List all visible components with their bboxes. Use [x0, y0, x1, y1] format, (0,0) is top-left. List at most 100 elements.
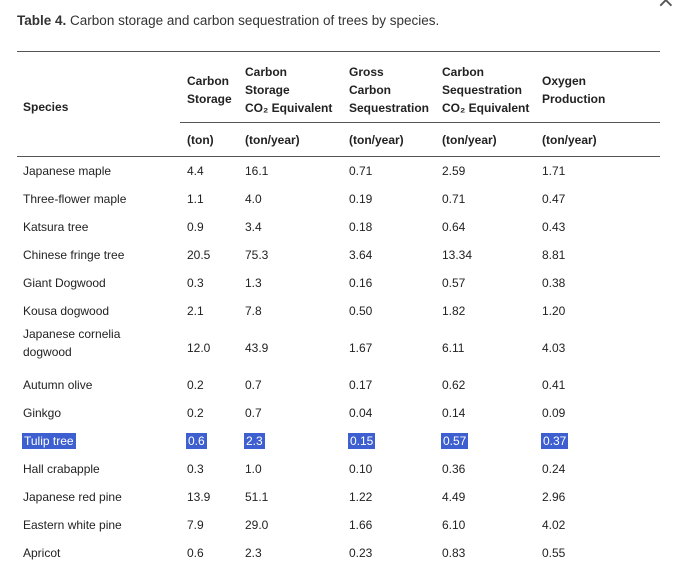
value-cell: 0.23 [349, 546, 373, 560]
value-cell: 0.2 [187, 378, 204, 392]
table-caption: Table 4. Carbon storage and carbon seque… [17, 13, 439, 28]
table-row: Japanese maple 4.4 16.1 0.71 2.59 1.71 [17, 157, 660, 185]
value-cell: 20.5 [187, 248, 211, 262]
value-cell: 4.49 [442, 490, 466, 504]
unit-carbon-storage-co2: (ton/year) [245, 133, 300, 147]
table-label: Table 4. [17, 13, 67, 28]
species-cell: Apricot [23, 546, 61, 560]
value-cell: 13.9 [187, 490, 211, 504]
value-cell: 0.7 [245, 406, 262, 420]
header-rule [180, 122, 660, 123]
value-cell: 0.3 [187, 462, 204, 476]
species-cell: Tulip tree [22, 433, 76, 449]
value-cell: 0.09 [542, 406, 566, 420]
value-cell: 0.50 [349, 304, 373, 318]
value-cell: 0.3 [187, 276, 204, 290]
species-cell: Japanese red pine [23, 490, 122, 504]
unit-gross-sequestration: (ton/year) [349, 133, 404, 147]
species-cell: Chinese fringe tree [23, 248, 125, 262]
header-carbon-storage-co2: Carbon Storage CO₂ Equivalent [245, 65, 333, 115]
value-cell: 0.43 [542, 220, 566, 234]
value-cell: 1.3 [245, 276, 262, 290]
value-cell: 1.67 [349, 341, 373, 355]
value-cell: 1.0 [245, 462, 262, 476]
value-cell: 0.57 [440, 433, 469, 449]
table-row: Kousa dogwood 2.1 7.8 0.50 1.82 1.20 [17, 297, 660, 325]
value-cell: 1.71 [542, 164, 566, 178]
species-cell: Autumn olive [23, 378, 93, 392]
table-row-selected[interactable]: Tulip tree 0.6 2.3 0.15 0.57 0.37 [17, 427, 660, 455]
value-cell: 2.1 [187, 304, 204, 318]
value-cell: 4.4 [187, 164, 204, 178]
species-cell: Japanese maple [23, 164, 112, 178]
species-cell: Japanese cornelia dogwood [23, 327, 121, 359]
unit-carbon-storage: (ton) [187, 133, 214, 147]
value-cell: 8.81 [542, 248, 566, 262]
header-carbon-sequestration-co2: Carbon Sequestration CO₂ Equivalent [442, 65, 530, 115]
value-cell: 0.19 [349, 192, 373, 206]
value-cell: 0.57 [442, 276, 466, 290]
value-cell: 3.4 [245, 220, 262, 234]
value-cell: 0.6 [186, 433, 207, 449]
value-cell: 2.59 [442, 164, 466, 178]
value-cell: 4.03 [542, 341, 566, 355]
value-cell: 0.71 [349, 164, 373, 178]
close-icon[interactable]: × [656, 0, 675, 13]
value-cell: 2.96 [542, 490, 566, 504]
value-cell: 1.82 [442, 304, 466, 318]
value-cell: 16.1 [245, 164, 269, 178]
value-cell: 0.37 [540, 433, 569, 449]
value-cell: 1.22 [349, 490, 373, 504]
value-cell: 2.3 [244, 433, 265, 449]
value-cell: 0.38 [542, 276, 566, 290]
value-cell: 0.83 [442, 546, 466, 560]
table-row: Katsura tree 0.9 3.4 0.18 0.64 0.43 [17, 213, 660, 241]
value-cell: 0.6 [187, 546, 204, 560]
table-row: Japanese cornelia dogwood 12.0 43.9 1.67… [17, 325, 660, 371]
value-cell: 4.02 [542, 518, 566, 532]
value-cell: 43.9 [245, 341, 269, 355]
value-cell: 12.0 [187, 341, 211, 355]
header-gross-carbon-sequestration: Gross Carbon Sequestration [349, 65, 430, 115]
value-cell: 6.11 [442, 341, 465, 355]
species-cell: Giant Dogwood [23, 276, 106, 290]
unit-oxygen-production: (ton/year) [542, 133, 597, 147]
value-cell: 0.71 [442, 192, 466, 206]
value-cell: 0.62 [442, 378, 466, 392]
value-cell: 3.64 [349, 248, 373, 262]
value-cell: 1.66 [349, 518, 373, 532]
species-cell: Katsura tree [23, 220, 89, 234]
table-row: Hall crabapple 0.3 1.0 0.10 0.36 0.24 [17, 455, 660, 483]
top-rule [17, 51, 660, 52]
header-carbon-storage: Carbon Storage [187, 74, 232, 106]
table-row: Autumn olive 0.2 0.7 0.17 0.62 0.41 [17, 371, 660, 399]
table-row: Apricot 0.6 2.3 0.23 0.83 0.55 [17, 539, 660, 563]
value-cell: 1.1 [187, 192, 204, 206]
value-cell: 0.2 [187, 406, 204, 420]
value-cell: 13.34 [442, 248, 473, 262]
value-cell: 75.3 [245, 248, 269, 262]
value-cell: 4.0 [245, 192, 262, 206]
value-cell: 0.47 [542, 192, 566, 206]
value-cell: 7.9 [187, 518, 204, 532]
value-cell: 0.41 [542, 378, 566, 392]
species-cell: Eastern white pine [23, 518, 122, 532]
value-cell: 0.10 [349, 462, 373, 476]
value-cell: 6.10 [442, 518, 466, 532]
species-cell: Ginkgo [23, 406, 62, 420]
value-cell: 1.20 [542, 304, 566, 318]
header-species: Species [23, 100, 69, 114]
table-row: Three-flower maple 1.1 4.0 0.19 0.71 0.4… [17, 185, 660, 213]
table-row: Giant Dogwood 0.3 1.3 0.16 0.57 0.38 [17, 269, 660, 297]
table-row: Ginkgo 0.2 0.7 0.04 0.14 0.09 [17, 399, 660, 427]
value-cell: 51.1 [245, 490, 269, 504]
value-cell: 0.24 [542, 462, 566, 476]
value-cell: 7.8 [245, 304, 262, 318]
value-cell: 0.18 [349, 220, 373, 234]
table-row: Eastern white pine 7.9 29.0 1.66 6.10 4.… [17, 511, 660, 539]
value-cell: 0.7 [245, 378, 262, 392]
value-cell: 0.9 [187, 220, 204, 234]
species-cell: Hall crabapple [23, 462, 100, 476]
species-cell: Kousa dogwood [23, 304, 110, 318]
